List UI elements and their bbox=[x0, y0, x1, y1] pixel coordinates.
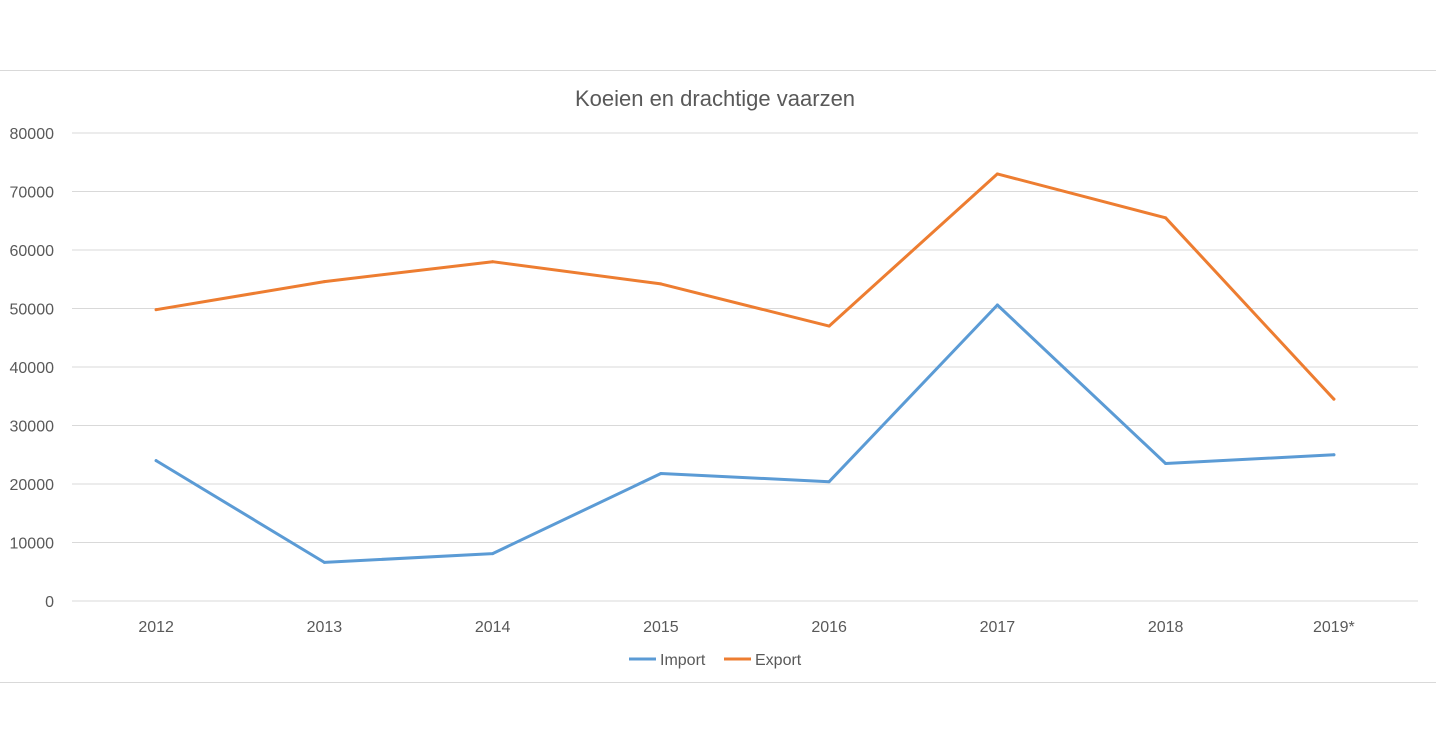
data-point-import bbox=[827, 480, 831, 484]
x-tick-label: 2019* bbox=[1313, 619, 1355, 636]
y-tick-label: 80000 bbox=[10, 126, 55, 143]
y-tick-label: 10000 bbox=[10, 536, 55, 553]
y-tick-label: 70000 bbox=[10, 185, 55, 202]
y-tick-label: 0 bbox=[45, 594, 54, 611]
series-line-export bbox=[154, 172, 1336, 401]
series-lines bbox=[154, 172, 1336, 564]
data-point-export bbox=[322, 280, 326, 284]
data-point-import bbox=[995, 303, 999, 307]
x-axis-ticks: 2012 2013 2014 2015 2016 2017 2018 2019* bbox=[138, 619, 1354, 636]
x-tick-label: 2016 bbox=[811, 619, 847, 636]
x-tick-label: 2018 bbox=[1148, 619, 1184, 636]
y-tick-label: 40000 bbox=[10, 360, 55, 377]
data-point-export bbox=[1332, 397, 1336, 401]
chart-top-border bbox=[0, 70, 1436, 71]
chart-title: Koeien en drachtige vaarzen bbox=[575, 86, 855, 111]
data-point-import bbox=[154, 459, 158, 463]
x-tick-label: 2014 bbox=[475, 619, 511, 636]
y-axis-ticks: 0 10000 20000 30000 40000 50000 60000 70000 8000… bbox=[10, 126, 55, 611]
x-tick-label: 2013 bbox=[307, 619, 343, 636]
y-tick-label: 50000 bbox=[10, 302, 55, 319]
series-line-import bbox=[154, 303, 1336, 564]
data-point-import bbox=[491, 552, 495, 556]
legend: Import Export bbox=[629, 652, 802, 669]
data-point-export bbox=[491, 260, 495, 264]
data-point-import bbox=[1332, 453, 1336, 457]
y-tick-label: 20000 bbox=[10, 477, 55, 494]
x-tick-label: 2012 bbox=[138, 619, 174, 636]
legend-label-export: Export bbox=[755, 652, 802, 669]
y-tick-label: 60000 bbox=[10, 243, 55, 260]
data-point-import bbox=[659, 471, 663, 475]
data-point-export bbox=[995, 172, 999, 176]
data-point-export bbox=[659, 282, 663, 286]
y-tick-label: 30000 bbox=[10, 419, 55, 436]
x-tick-label: 2015 bbox=[643, 619, 679, 636]
x-tick-label: 2017 bbox=[980, 619, 1016, 636]
data-point-export bbox=[827, 324, 831, 328]
data-point-import bbox=[1164, 462, 1168, 466]
data-point-export bbox=[154, 308, 158, 312]
legend-label-import: Import bbox=[660, 652, 706, 669]
data-point-export bbox=[1164, 216, 1168, 220]
chart-bottom-border bbox=[0, 682, 1436, 683]
data-point-import bbox=[322, 560, 326, 564]
gridlines bbox=[72, 132, 1418, 602]
